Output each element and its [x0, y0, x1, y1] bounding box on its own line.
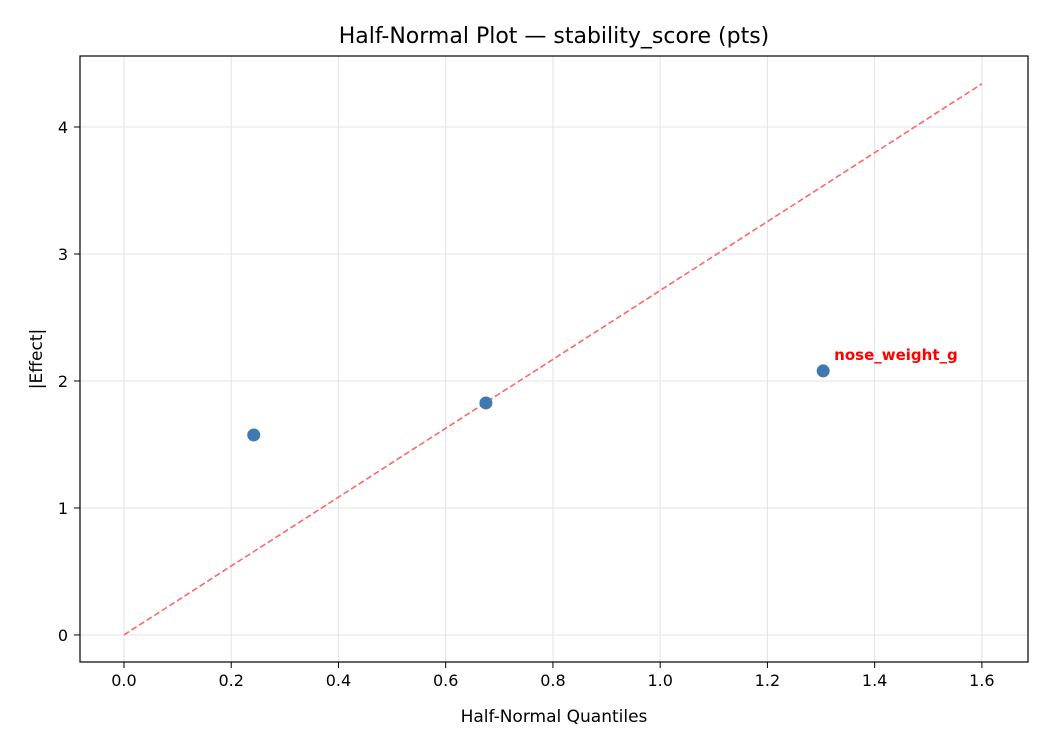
- ticks: 0.0 0.2 0.4 0.6 0.8 1.0 1.2 1.4 1.6 0 1 2 3 4: [58, 118, 995, 690]
- x-tick-label: 0.8: [540, 671, 565, 690]
- x-tick-label: 1.0: [647, 671, 672, 690]
- y-tick-label: 4: [58, 118, 68, 137]
- point-annotation: nose_weight_g: [834, 346, 958, 364]
- x-tick-label: 0.4: [326, 671, 351, 690]
- y-tick-label: 0: [58, 626, 68, 645]
- reference-line: [123, 83, 983, 636]
- x-tick-label: 0.6: [433, 671, 458, 690]
- x-tick-label: 1.4: [862, 671, 887, 690]
- chart-title: Half-Normal Plot — stability_score (pts): [339, 24, 770, 49]
- plot-frame: [79, 55, 1029, 663]
- y-tick-label: 3: [58, 245, 68, 264]
- y-axis-label: |Effect|: [27, 329, 47, 389]
- x-tick-label: 1.2: [755, 671, 780, 690]
- x-axis-label: Half-Normal Quantiles: [461, 707, 648, 727]
- y-tick-label: 2: [58, 372, 68, 391]
- points: nose_weight_g: [247, 346, 958, 442]
- x-tick-label: 0.2: [218, 671, 243, 690]
- x-tick-label: 0.0: [111, 671, 136, 690]
- data-point: [247, 428, 261, 442]
- x-tick-label: 1.6: [969, 671, 994, 690]
- y-tick-label: 1: [58, 499, 68, 518]
- data-point: [816, 364, 830, 378]
- grid: [80, 56, 1028, 662]
- data-point: [479, 396, 493, 410]
